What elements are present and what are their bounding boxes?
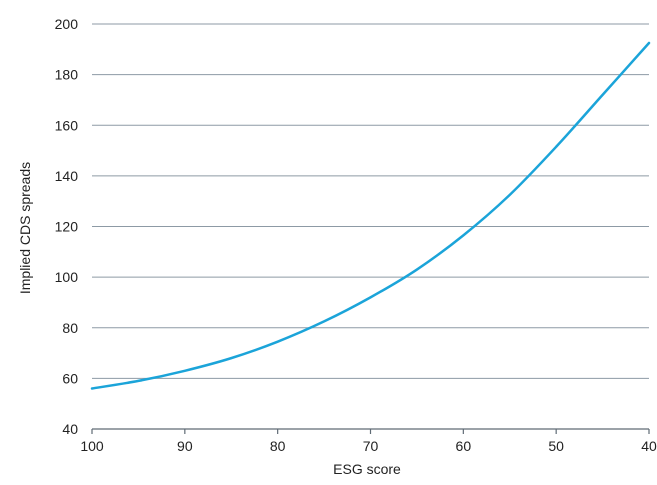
y-tick-label-200: 200 xyxy=(55,16,79,32)
x-axis-tick-labels: 100 90 80 70 60 50 40 xyxy=(80,429,657,454)
x-tick-label-70: 70 xyxy=(363,438,379,454)
series-lines xyxy=(90,41,651,390)
x-tick-label-60: 60 xyxy=(456,438,472,454)
x-tick-label-50: 50 xyxy=(548,438,564,454)
y-tick-label-80: 80 xyxy=(62,320,78,336)
grid-lines xyxy=(92,23,649,430)
y-tick-label-40: 40 xyxy=(62,421,78,437)
y-tick-label-140: 140 xyxy=(55,168,79,184)
series-line-0 xyxy=(90,41,651,390)
y-axis-tick-labels: 40 60 80 100 120 140 160 180 200 xyxy=(55,16,79,437)
x-axis-title: ESG score xyxy=(333,461,401,477)
x-tick-label-80: 80 xyxy=(270,438,286,454)
y-tick-label-120: 120 xyxy=(55,219,79,235)
x-tick-label-90: 90 xyxy=(177,438,193,454)
y-tick-label-180: 180 xyxy=(55,67,79,83)
x-tick-label-100: 100 xyxy=(80,438,104,454)
y-axis-title: Implied CDS spreads xyxy=(17,162,33,294)
x-tick-label-40: 40 xyxy=(641,438,657,454)
y-tick-label-160: 160 xyxy=(55,117,79,133)
y-tick-label-60: 60 xyxy=(62,370,78,386)
y-tick-label-100: 100 xyxy=(55,269,79,285)
